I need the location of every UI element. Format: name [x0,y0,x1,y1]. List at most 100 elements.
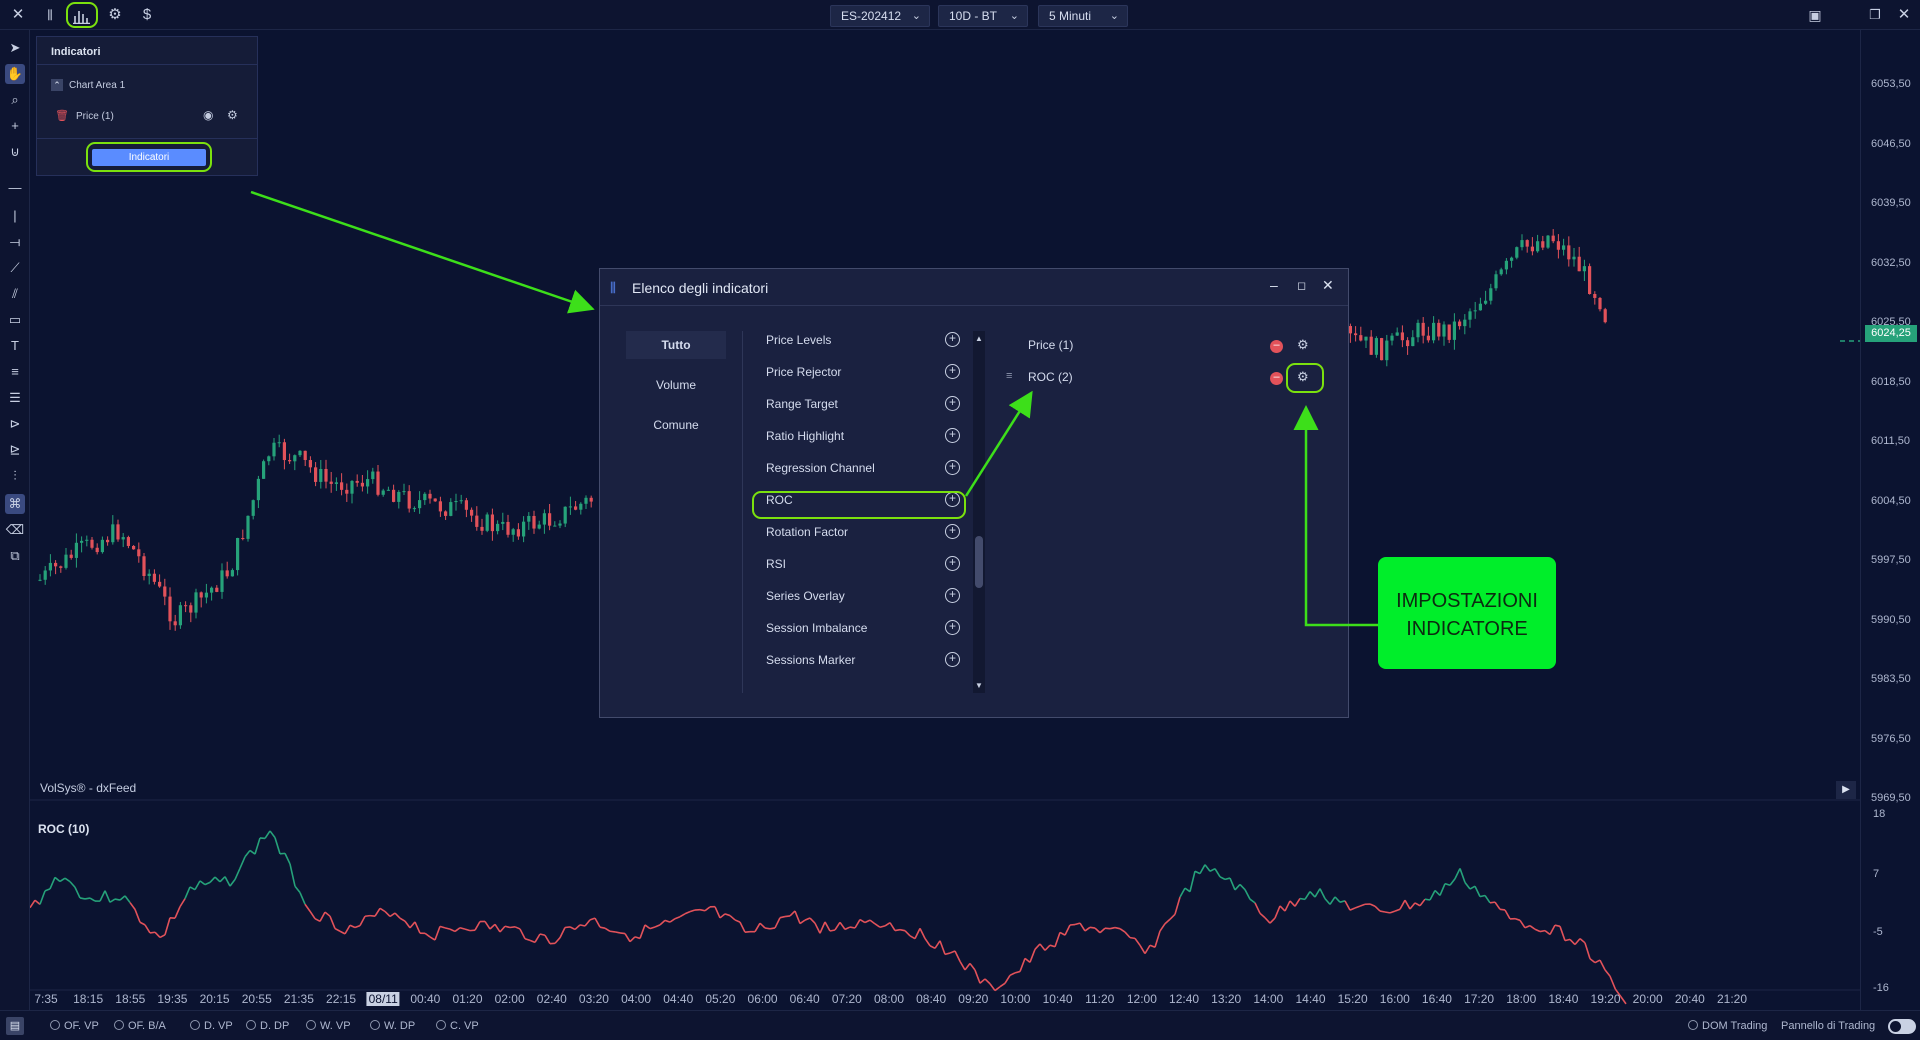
close-window-icon[interactable]: ✕ [1897,6,1911,23]
symbol-select[interactable]: ES-202412 ⌄ [830,5,930,27]
roc-line-segment [1149,944,1156,949]
candle-body [579,503,583,510]
channel-icon[interactable]: ⫽ [12,286,18,301]
roc-line-segment [1239,883,1246,891]
restore-window-icon[interactable]: ❐ [1869,7,1881,22]
gear-icon[interactable]: ⚙ [227,108,238,122]
roc-line-segment [124,895,131,904]
indicator-list-item[interactable]: Regression Channel + [766,455,960,481]
period-select[interactable]: 10D - BT ⌄ [938,5,1028,27]
levels-icon[interactable]: ☰ [9,390,21,405]
scroll-down-icon[interactable]: ▼ [975,681,983,690]
candle-body [574,506,578,510]
indicator-list-item[interactable]: Series Overlay + [766,583,960,609]
bottom-option[interactable]: OF. B/A [114,1020,166,1032]
indicator-list-item[interactable]: Price Levels + [766,327,960,353]
vertical-line-icon[interactable]: | [13,208,17,223]
bottom-option[interactable]: C. VP [436,1020,479,1032]
close-icon[interactable]: ✕ [11,6,25,23]
close-icon[interactable]: ✕ [1322,277,1334,293]
eraser-icon[interactable]: ⌫ [5,522,25,537]
measure-icon[interactable]: ⊵ [9,442,21,457]
indicator-list-item[interactable]: RSI + [766,551,960,577]
bottom-option[interactable]: D. VP [190,1020,233,1032]
trading-panel-toggle[interactable] [1888,1019,1916,1034]
remove-icon[interactable]: – [1270,372,1283,385]
bottom-option[interactable]: D. DP [246,1020,289,1032]
tab-common[interactable]: Comune [653,418,699,432]
fibonacci-icon[interactable]: ≡ [11,364,19,379]
drag-handle-icon[interactable]: ≡ [1006,370,1013,382]
candle-body [1551,235,1555,242]
magnet-icon[interactable]: ⊍ [10,144,20,159]
add-icon[interactable]: + [945,364,960,379]
candle-body [1426,335,1430,341]
text-icon[interactable]: T [11,338,19,353]
add-icon[interactable]: + [945,524,960,539]
add-icon[interactable]: + [945,332,960,347]
add-icon[interactable]: + [945,588,960,603]
candles-icon[interactable]: ⫼ [47,8,53,22]
candle-body [418,500,422,509]
bottom-option-label: D. VP [204,1020,233,1032]
indicator-list-item[interactable]: Sessions Marker + [766,647,960,673]
lock-icon[interactable]: ⌘ [5,494,25,514]
roc-axis-label: -16 [1873,982,1889,994]
trendline-icon[interactable]: ⟋ [10,260,20,275]
bottom-option[interactable]: W. VP [306,1020,351,1032]
layout-icon[interactable]: ▣ [1808,7,1822,23]
add-icon[interactable]: + [945,652,960,667]
bottom-option[interactable]: W. DP [370,1020,415,1032]
layers-icon[interactable]: ⧉ [10,548,20,563]
scrollbar-thumb[interactable] [975,536,983,588]
eye-icon[interactable]: ◉ [203,108,214,122]
add-icon[interactable]: + [945,620,960,635]
list-scrollbar[interactable]: ▲ ▼ [973,331,985,693]
roc-line-segment [1169,913,1176,920]
collapse-icon[interactable]: ⌃ [51,79,63,91]
dom-trading-option[interactable]: DOM Trading [1688,1020,1767,1032]
gear-icon[interactable]: ⚙ [1297,369,1309,384]
cursor-icon[interactable]: ➤ [9,40,21,55]
gear-icon[interactable]: ⚙ [1297,337,1309,352]
timeframe-select[interactable]: 5 Minuti ⌄ [1038,5,1128,27]
roc-line-segment [844,926,851,931]
add-icon[interactable]: + [945,428,960,443]
roc-line-segment [1409,902,1416,910]
indicator-list-item[interactable]: Session Imbalance + [766,615,960,641]
active-indicator-roc: ROC (2) [1028,370,1073,384]
indicators-icon[interactable] [66,2,98,28]
horizontal-line-icon[interactable]: — [8,180,22,195]
indicator-list-item[interactable]: Rotation Factor + [766,519,960,545]
indicator-list-item[interactable]: Ratio Highlight + [766,423,960,449]
tab-volume[interactable]: Volume [655,378,697,392]
add-icon[interactable]: + [945,460,960,475]
remove-icon[interactable]: – [1270,340,1283,353]
add-icon[interactable]: + [945,556,960,571]
dollar-icon[interactable]: $ [142,6,152,23]
add-icon[interactable]: + [945,396,960,411]
crosshair-icon[interactable]: + [11,118,19,133]
indicator-list-item[interactable]: Range Target + [766,391,960,417]
indicator-list-item[interactable]: Price Rejector + [766,359,960,385]
zoom-icon[interactable]: ⌕ [11,92,19,107]
roc-line-segment [319,911,326,922]
roc-line-segment [779,915,786,919]
trash-icon[interactable]: 🗑 [55,110,69,122]
projection-icon[interactable]: ⊳ [9,416,21,431]
settings-gear-icon[interactable]: ⚙ [108,6,122,23]
tab-all[interactable]: Tutto [626,331,726,359]
hand-icon[interactable]: ✋ [5,64,25,84]
candle-body [1458,321,1462,327]
ray-icon[interactable]: ⟞ [9,234,21,249]
bottom-option[interactable]: OF. VP [50,1020,99,1032]
minimize-icon[interactable]: – [1270,277,1278,293]
indicators-button[interactable]: Indicatori [92,149,206,166]
scroll-up-icon[interactable]: ▲ [975,334,983,343]
play-icon[interactable]: ▶ [1836,781,1856,799]
maximize-icon[interactable]: ◻ [1297,280,1307,292]
panel-toggle-icon[interactable]: ▤ [6,1017,24,1035]
rectangle-icon[interactable]: ▭ [8,312,22,327]
volume-profile-icon[interactable]: ⫶ [13,468,17,483]
roc-line-segment [1404,899,1411,910]
